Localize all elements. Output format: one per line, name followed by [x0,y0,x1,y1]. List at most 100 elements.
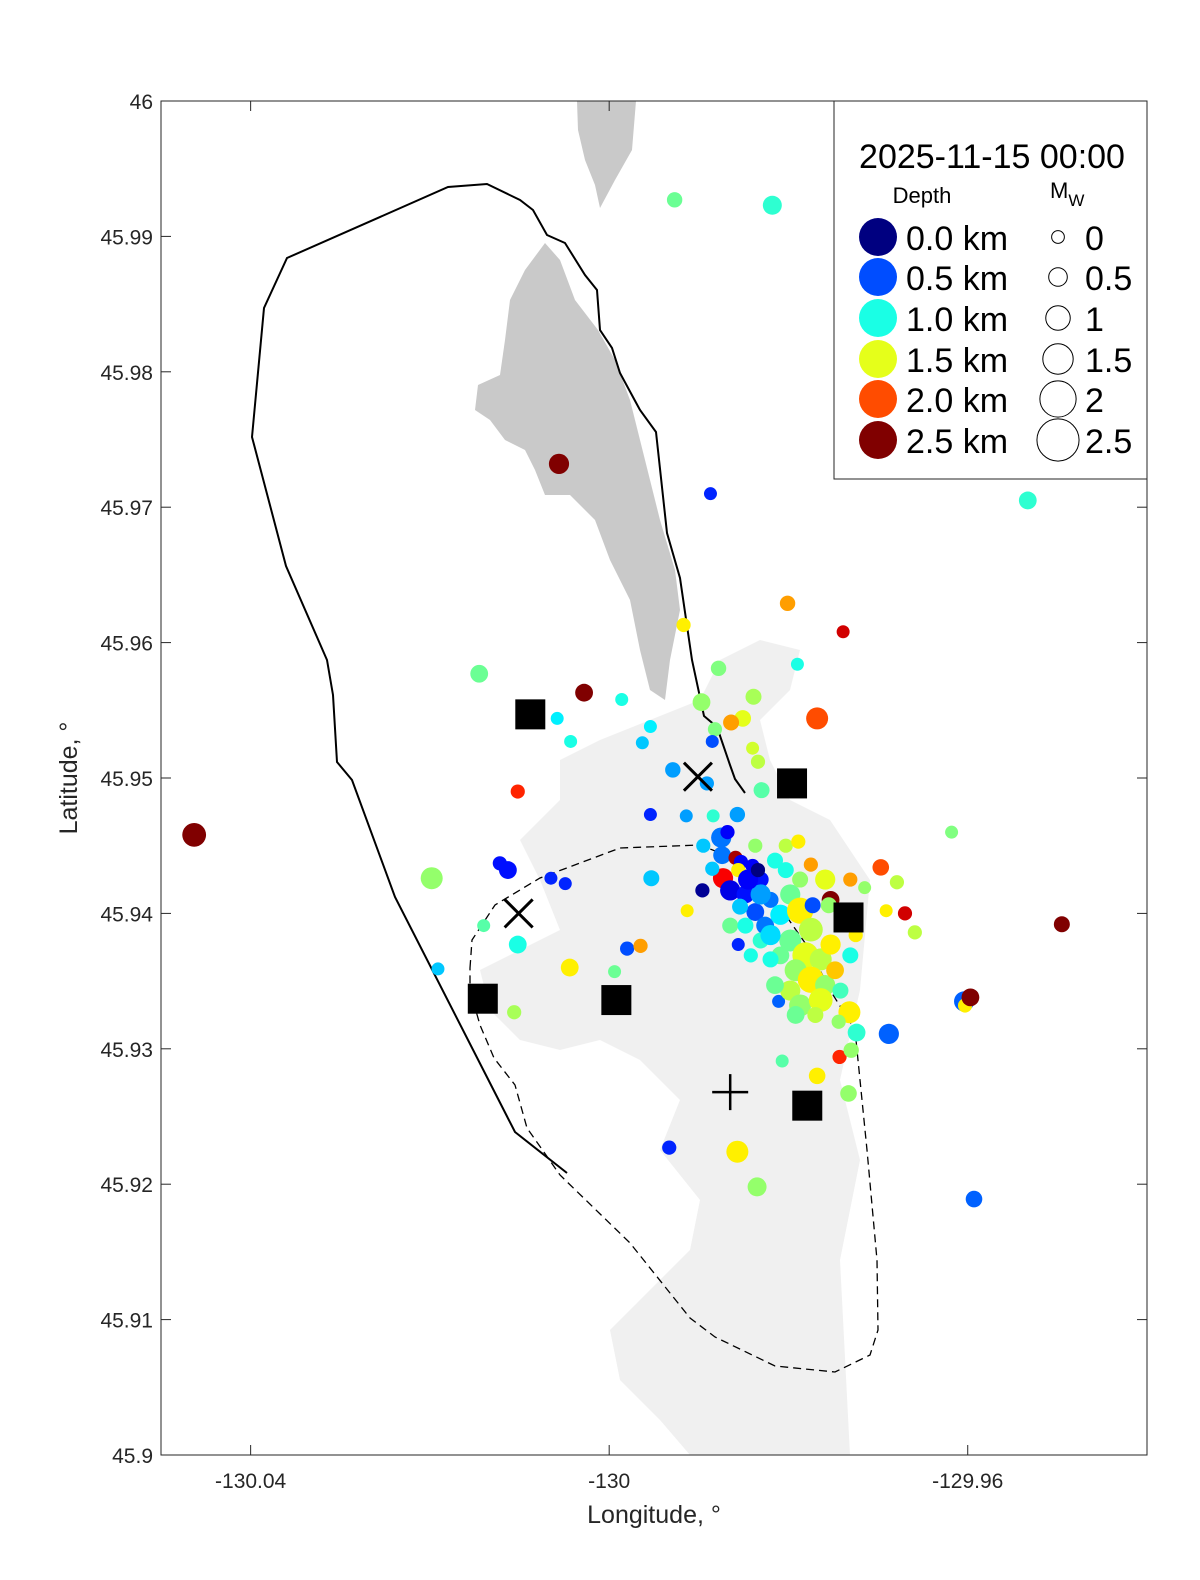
earthquake-point [575,683,593,702]
x-marker [503,898,534,929]
legend-depth-label: 2.5 km [906,423,1008,461]
legend-title: 2025-11-15 00:00 [859,138,1125,176]
solid-outline [250,182,746,1174]
earthquake-point [633,938,648,953]
earthquake-point [836,625,850,639]
plus-marker [712,1074,749,1111]
dashed-outline [469,844,879,1373]
earthquake-point [803,857,818,872]
legend: 2025-11-15 00:00 Depth MW 0.0 km0.5 km1.… [833,100,1148,480]
legend-depth-title: Depth [893,183,952,208]
earthquake-point [564,734,578,748]
earthquake-point [431,962,445,976]
earthquake-points [182,192,1070,1208]
earthquake-point [620,941,635,956]
earthquake-point [695,883,710,898]
earthquake-point [879,904,893,918]
legend-mw-swatch [1051,230,1065,244]
earthquake-point [713,846,732,865]
earthquake-point [778,838,793,853]
earthquake-point [750,884,771,905]
earthquake-point [643,870,660,887]
y-tick-label: 45.93 [100,1039,153,1062]
earthquake-point [477,919,491,933]
earthquake-point [643,720,657,734]
y-tick-label: 45.97 [100,497,153,520]
legend-depth-label: 1.5 km [906,342,1008,380]
legend-depth-label: 0.5 km [906,260,1008,298]
legend-mw-swatch [1042,343,1074,375]
x-tick-label: -130 [588,1470,630,1493]
earthquake-point [832,1049,847,1065]
earthquake-point [809,948,832,971]
earthquake-point [762,195,782,215]
earthquake-point [665,762,681,778]
land-dark-island [475,243,680,700]
earthquake-point [544,871,558,885]
earthquake-point [692,693,711,712]
earthquake-point [762,951,779,968]
earthquake-point [723,714,740,731]
earthquake-point [705,734,719,748]
earthquake-point [1053,916,1070,933]
earthquake-point [731,938,745,952]
station-square-marker [833,902,864,933]
earthquake-point [767,852,784,869]
y-tick-label: 45.9 [112,1445,153,1468]
y-axis-label: Latitude, ° [55,722,83,835]
earthquake-point [707,722,723,737]
legend-mw-swatch [1045,305,1071,331]
earthquake-point [791,834,806,849]
legend-mw-label: 0 [1085,220,1104,258]
land-light-region [480,640,870,1455]
earthquake-point [635,736,649,750]
legend-depth-swatch [859,258,897,296]
station-square-marker [467,983,498,1014]
x-tick-label: -129.96 [932,1470,1003,1493]
earthquake-point [508,935,527,954]
earthquake-point [858,881,872,895]
earthquake-point [705,861,720,876]
earthquake-point [777,862,794,879]
legend-mw-label: 1.5 [1085,342,1132,380]
station-square-marker [601,985,632,1016]
station-square-marker [777,768,808,799]
earthquake-point [507,1005,522,1020]
earthquake-point [615,692,629,706]
axis-ticks: -130.04 -130 -129.96 45.9 45.91 45.92 45.93 45.… [100,91,1147,1493]
earthquake-point [182,822,207,847]
y-tick-label: 45.99 [100,226,153,249]
x-marker [682,761,713,792]
earthquake-point [750,862,766,878]
y-tick-label: 45.95 [100,768,153,791]
earthquake-point [608,965,622,979]
legend-depth-label: 2.0 km [906,382,1008,420]
x-tick-label: -130.04 [215,1470,287,1493]
legend-mw-swatch [1048,267,1068,287]
earthquake-point [878,1023,899,1045]
legend-depth-swatch [859,421,897,459]
earthquake-point [872,859,890,876]
earthquake-point [808,1067,826,1085]
earthquake-point [961,988,980,1007]
earthquake-point [550,711,564,725]
earthquake-point [842,947,859,964]
earthquake-point [832,982,849,999]
legend-mw-label: 0.5 [1085,260,1132,298]
earthquake-point [770,904,791,925]
earthquake-point [703,487,717,501]
station-square-marker [792,1090,823,1121]
earthquake-point [558,877,572,891]
earthquake-point [907,925,922,940]
land-dark-north-island [577,101,636,208]
earthquake-point [510,784,525,799]
earthquake-point [843,872,858,887]
y-tick-label: 45.94 [100,903,153,926]
earthquake-point [826,961,844,980]
earthquake-point [775,1054,789,1068]
y-tick-label: 45.91 [100,1310,153,1333]
earthquake-point [722,917,739,934]
earthquake-point [753,782,770,799]
legend-mw-label: 1 [1085,301,1104,339]
